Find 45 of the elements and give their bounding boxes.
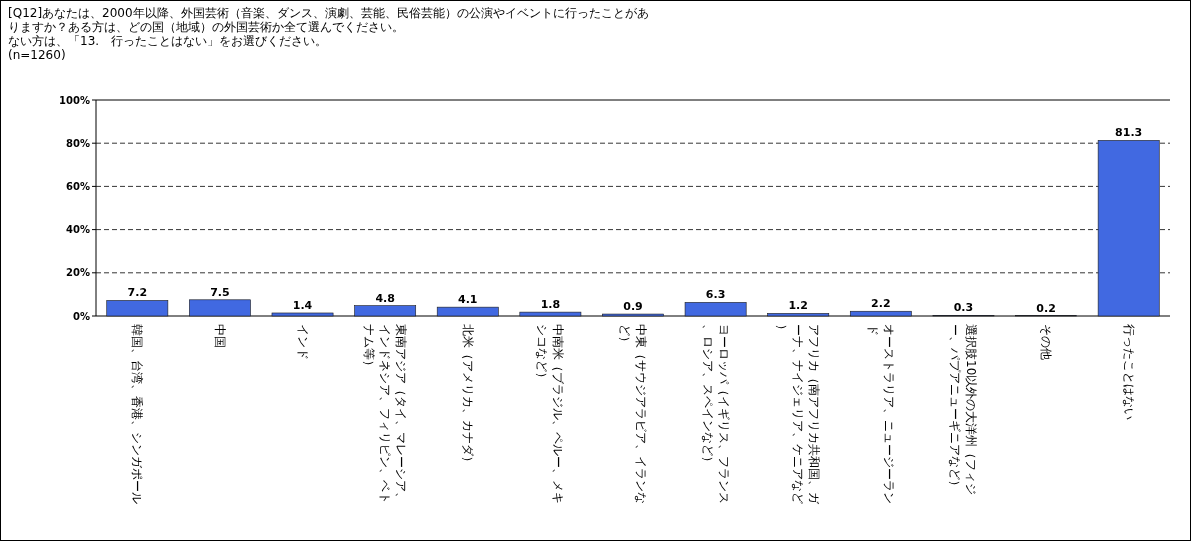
data-label: 4.8 <box>375 291 395 305</box>
x-tick-label: 中国 <box>212 324 227 348</box>
bar <box>519 311 582 317</box>
bar <box>271 312 334 317</box>
data-label: 7.5 <box>210 285 230 299</box>
bar <box>354 305 417 317</box>
bar <box>436 306 499 317</box>
x-tick-label: その他 <box>1039 324 1054 360</box>
x-tick-label: インド <box>295 324 310 360</box>
x-tick-label: アフリカ（南アフリカ共和国、ガーナ、ナイジェリア、ケニアなど） <box>775 324 822 505</box>
y-tick-label: 80% <box>66 137 90 149</box>
data-label: 81.3 <box>1115 126 1143 140</box>
y-tick-label: 40% <box>66 224 90 236</box>
data-label: 1.2 <box>788 299 808 313</box>
text: (n=1260) <box>8 48 66 62</box>
y-tick-label: 0% <box>73 310 90 322</box>
bar <box>684 302 747 317</box>
x-tick-label: 韓国、台湾、香港、シンガポール <box>130 324 145 504</box>
x-tick-label: 行ったことはない <box>1121 324 1136 420</box>
data-label: 7.2 <box>127 286 148 300</box>
data-label: 0.3 <box>953 301 974 315</box>
bar <box>767 313 830 317</box>
x-tick-label: 中南米（ブラジル、ペルー、メキシコなど） <box>535 324 566 504</box>
x-tick-label: オーストラリア、ニュージーランド <box>865 324 896 504</box>
chart-title: [Q12]あなたは、2000年以降、外国芸術（音楽、ダンス、演劇、芸能、民俗芸能）の公演やイベントに行ったことがありますか？ある方は、どの国（地域）の外国芸術か全て選んでください。 <box>8 6 649 34</box>
data-label: 1.8 <box>540 298 561 312</box>
chart-subtitle: ない方は、「13. 行ったことはない」をお選びください。 <box>8 34 328 48</box>
y-tick-label: 100% <box>59 94 90 106</box>
bar <box>106 300 169 317</box>
x-tick-label: 選択肢10以外の大洋州（フィジー、パプアニューギニアなど） <box>948 324 979 496</box>
x-tick-label: 中東（サウジアラビア、イランなど） <box>618 324 648 504</box>
bar <box>189 299 251 317</box>
bar <box>1097 140 1160 317</box>
data-label: 1.4 <box>292 298 313 312</box>
x-tick-label: 北米（アメリカ、カナダ） <box>460 324 475 468</box>
y-tick-label: 20% <box>66 267 90 279</box>
data-label: 0.2 <box>1036 301 1056 315</box>
x-tick-label: 東南アジア（タイ、マレーシア、インドネシア、フィリピン、ベトナム等） <box>362 324 409 504</box>
x-tick-label: ヨーロッパ（イギリス、フランス、ロシア、スペインなど） <box>700 324 731 504</box>
data-label: 6.3 <box>705 288 726 302</box>
bar <box>849 310 912 317</box>
y-tick-label: 60% <box>66 180 90 192</box>
data-label: 0.9 <box>623 300 643 314</box>
data-label: 2.2 <box>871 297 891 311</box>
data-label: 4.1 <box>458 293 478 307</box>
